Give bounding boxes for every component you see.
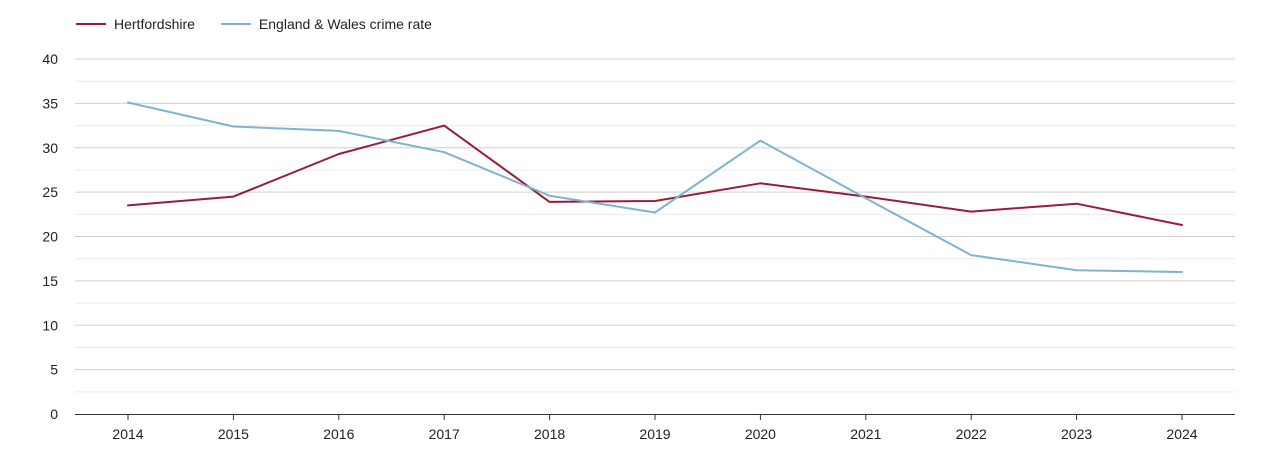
- data-point-england-wales-2020[interactable]: [756, 137, 764, 145]
- x-tick-label-2022: 2022: [956, 426, 987, 442]
- data-point-england-wales-2015[interactable]: [229, 122, 237, 130]
- x-tick-label-2017: 2017: [429, 426, 460, 442]
- legend-item-england-wales[interactable]: England & Wales crime rate: [220, 16, 432, 32]
- series-layer: [124, 98, 1186, 276]
- data-point-hertfordshire-2022[interactable]: [967, 208, 975, 216]
- chart-legend: Hertfordshire England & Wales crime rate: [76, 16, 432, 32]
- grid-layer: [75, 58, 1235, 393]
- data-point-england-wales-2024[interactable]: [1178, 268, 1186, 276]
- x-tick-label-2024: 2024: [1166, 426, 1197, 442]
- data-point-hertfordshire-2014[interactable]: [124, 201, 132, 209]
- data-point-hertfordshire-2023[interactable]: [1073, 200, 1081, 208]
- x-tick-label-2015: 2015: [218, 426, 249, 442]
- y-tick-label-35: 35: [42, 95, 58, 111]
- data-point-england-wales-2018[interactable]: [546, 192, 554, 200]
- data-point-hertfordshire-2019[interactable]: [651, 197, 659, 205]
- legend-label-hertfordshire: Hertfordshire: [114, 16, 195, 32]
- data-point-england-wales-2023[interactable]: [1073, 266, 1081, 274]
- legend-swatch-england-wales: [220, 23, 251, 25]
- legend-label-england-wales: England & Wales crime rate: [258, 16, 432, 32]
- series-line-england-wales[interactable]: [127, 101, 1183, 273]
- y-tick-label-40: 40: [42, 51, 58, 67]
- y-tick-label-30: 30: [42, 140, 58, 156]
- data-point-england-wales-2016[interactable]: [335, 127, 343, 135]
- data-point-hertfordshire-2020[interactable]: [756, 179, 764, 187]
- x-tick-label-2023: 2023: [1061, 426, 1092, 442]
- data-point-hertfordshire-2017[interactable]: [440, 122, 448, 130]
- x-tick-label-2021: 2021: [850, 426, 881, 442]
- y-tick-label-20: 20: [42, 229, 58, 245]
- y-tick-label-25: 25: [42, 184, 58, 200]
- y-tick-label-10: 10: [42, 317, 58, 333]
- x-tick-label-2018: 2018: [534, 426, 565, 442]
- data-point-england-wales-2021[interactable]: [862, 194, 870, 202]
- legend-swatch-hertfordshire: [76, 23, 106, 25]
- data-point-hertfordshire-2015[interactable]: [229, 193, 237, 201]
- data-point-hertfordshire-2024[interactable]: [1178, 221, 1186, 229]
- legend-item-hertfordshire[interactable]: Hertfordshire: [76, 16, 195, 32]
- x-tick-label-2014: 2014: [112, 426, 143, 442]
- data-point-hertfordshire-2016[interactable]: [335, 150, 343, 158]
- y-tick-label-5: 5: [50, 362, 58, 378]
- y-tick-label-15: 15: [42, 273, 58, 289]
- data-point-england-wales-2022[interactable]: [967, 251, 975, 259]
- data-point-england-wales-2014[interactable]: [124, 98, 132, 106]
- x-tick-label-2016: 2016: [323, 426, 354, 442]
- x-tick-label-2019: 2019: [639, 426, 670, 442]
- data-point-england-wales-2019[interactable]: [651, 209, 659, 217]
- series-line-hertfordshire[interactable]: [127, 124, 1183, 226]
- axis-layer: 0 5 10 15 20 25 30 35 40 2014 2015 2016 2017 2018 2019…: [42, 51, 1235, 442]
- y-tick-label-0: 0: [50, 406, 58, 422]
- data-point-england-wales-2017[interactable]: [440, 148, 448, 156]
- x-tick-label-2020: 2020: [745, 426, 776, 442]
